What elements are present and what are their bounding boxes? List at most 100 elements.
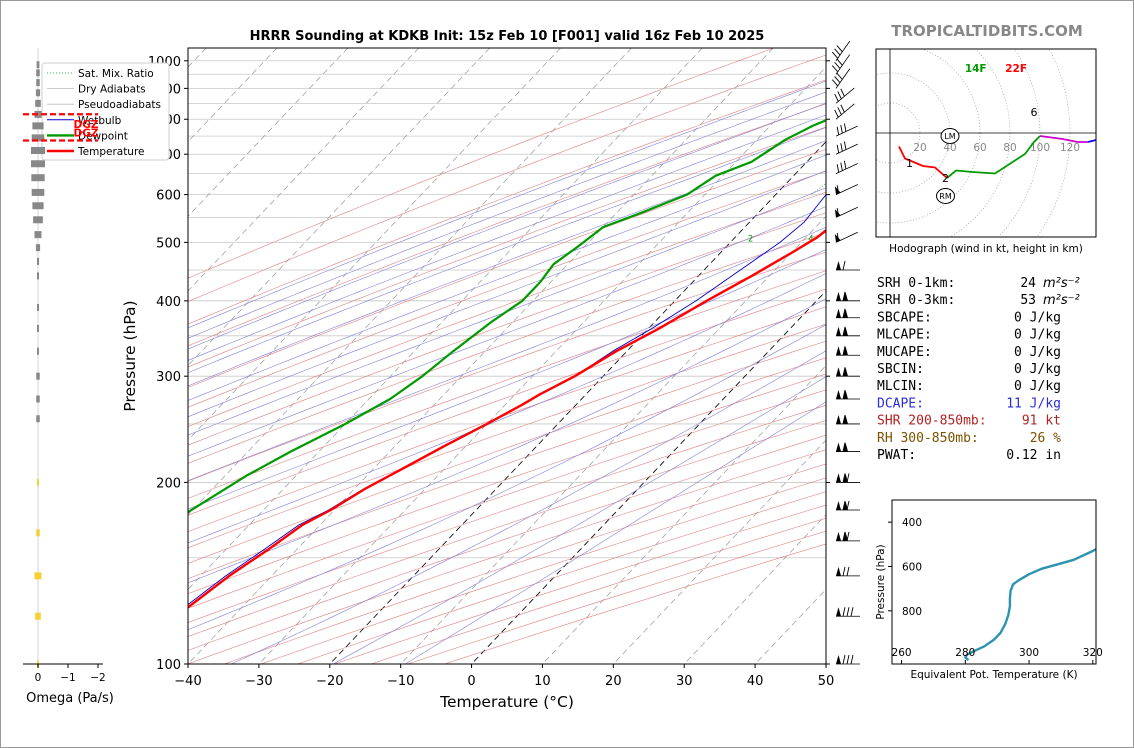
wind-barb	[831, 54, 851, 75]
isotherm-line	[188, 48, 561, 441]
omega-bar	[37, 478, 39, 486]
omega-x-tick-label: 0	[35, 672, 42, 684]
omega-bar	[34, 572, 42, 580]
barb-staff	[835, 87, 855, 104]
barb-pennant	[843, 326, 848, 336]
barb-pennant	[836, 531, 841, 541]
theta-e-frame	[891, 499, 1097, 665]
omega-bar	[37, 272, 39, 280]
barb-pennant	[836, 655, 841, 664]
omega-bar	[32, 202, 44, 210]
moist-adiabat	[188, 187, 826, 436]
omega-bar	[35, 612, 41, 620]
hodograph: 20 40 60 80 100 120 1 2 6 9 LM RM Hodograph (wind in…	[875, 48, 1097, 255]
barb-flag	[840, 125, 843, 134]
mixing-ratio-line	[1079, 48, 1134, 195]
wind-barb	[836, 346, 860, 356]
barb-pennant	[836, 473, 841, 483]
theta-e-plot-area	[964, 547, 1096, 661]
barb-flag	[840, 104, 845, 113]
barb-pennant	[836, 346, 841, 356]
moist-adiabat	[188, 140, 826, 387]
wind-barb	[836, 326, 860, 337]
barb-flag	[836, 72, 843, 80]
theta-e-y-tick-label: 600	[902, 561, 922, 573]
omega-bar	[31, 147, 45, 155]
wind-barb	[836, 389, 860, 400]
dry-adiabat	[188, 79, 826, 325]
dry-adiabat	[188, 373, 826, 594]
dry-adiabat	[188, 357, 826, 580]
x-tick-label: 10	[534, 674, 551, 689]
hodo-ring-label: 100	[1030, 142, 1050, 154]
x-tick-label: 0	[467, 674, 475, 689]
y-tick-label: 300	[156, 370, 181, 385]
barb-flag	[842, 346, 846, 356]
theta-e-x-tick-label: 320	[1083, 647, 1103, 659]
x-tick-label: −10	[387, 674, 414, 689]
x-tick-label: −20	[316, 674, 343, 689]
moist-adiabat	[188, 102, 826, 350]
barb-flag	[840, 88, 845, 97]
x-tick-label: 40	[747, 674, 764, 689]
x-tick-label: 30	[676, 674, 693, 689]
barb-flag	[846, 607, 850, 617]
hodo-ring-label: 40	[943, 142, 956, 154]
param-unit: m²s⁻²	[1043, 293, 1080, 308]
barb-pennant	[843, 442, 848, 452]
theta-e-panel: 400 600 800 260 280 300 320 Equivalent Pot. Tem…	[875, 499, 1103, 681]
dry-adiabat	[188, 389, 826, 609]
barb-pennant	[836, 367, 841, 377]
hodo-subtitle: Hodograph (wind in kt, height in km)	[889, 243, 1083, 255]
wind-barb	[836, 531, 860, 542]
param-value: 0 J/kg	[1014, 310, 1061, 325]
barb-flag	[846, 654, 850, 665]
omega-bar	[37, 347, 39, 355]
barb-flag	[842, 326, 846, 336]
y-axis-label: Pressure (hPa)	[121, 300, 139, 411]
moist-adiabat	[188, 324, 826, 631]
mixing-ratio-line	[1099, 48, 1134, 195]
omega-bar	[35, 244, 41, 252]
barb-flag	[842, 414, 846, 425]
barb-pennant	[836, 260, 841, 270]
barb-flag	[850, 607, 854, 617]
wind-barb	[836, 442, 860, 452]
mixing-ratio-label: 2	[748, 234, 753, 244]
moist-adiabat	[188, 298, 826, 584]
barb-pennant	[836, 566, 841, 576]
wind-barb	[836, 260, 860, 271]
hodo-trace	[898, 146, 948, 179]
moist-adiabat	[188, 127, 826, 374]
hodo-height-label: 2	[942, 172, 949, 185]
isotherm-line	[188, 48, 703, 590]
moist-adiabat	[188, 114, 826, 361]
barb-pennant	[843, 389, 848, 399]
barb-flag	[836, 232, 840, 242]
moist-adiabat	[188, 91, 826, 339]
wind-barb	[834, 206, 858, 218]
param-label: PWAT:	[877, 448, 916, 463]
param-value: 0 J/kg	[1014, 345, 1061, 360]
dry-adiabat	[188, 288, 826, 516]
barb-pennant	[843, 531, 848, 541]
param-label: SRH 0-1km:	[877, 276, 955, 291]
barb-staff	[835, 40, 851, 62]
barb-flag	[843, 141, 847, 150]
barb-staff	[835, 103, 855, 120]
dry-adiabat	[188, 149, 826, 388]
mixing-ratio-label: 4	[808, 234, 813, 244]
param-value: 26 %	[1030, 431, 1061, 446]
isotherm-line	[258, 66, 826, 664]
hodo-height-label: 1	[906, 157, 913, 170]
barb-staff	[835, 68, 851, 89]
omega-x-axis-label: Omega (Pa/s)	[26, 691, 114, 706]
wind-barb	[836, 607, 860, 617]
theta-e-x-tick-label: 280	[955, 647, 975, 659]
barb-flag	[837, 107, 842, 115]
param-value: 11 J/kg	[1006, 396, 1061, 411]
wind-barb	[836, 566, 860, 577]
barb-pennant	[836, 607, 841, 617]
dgz-label: DGZ	[74, 119, 99, 131]
